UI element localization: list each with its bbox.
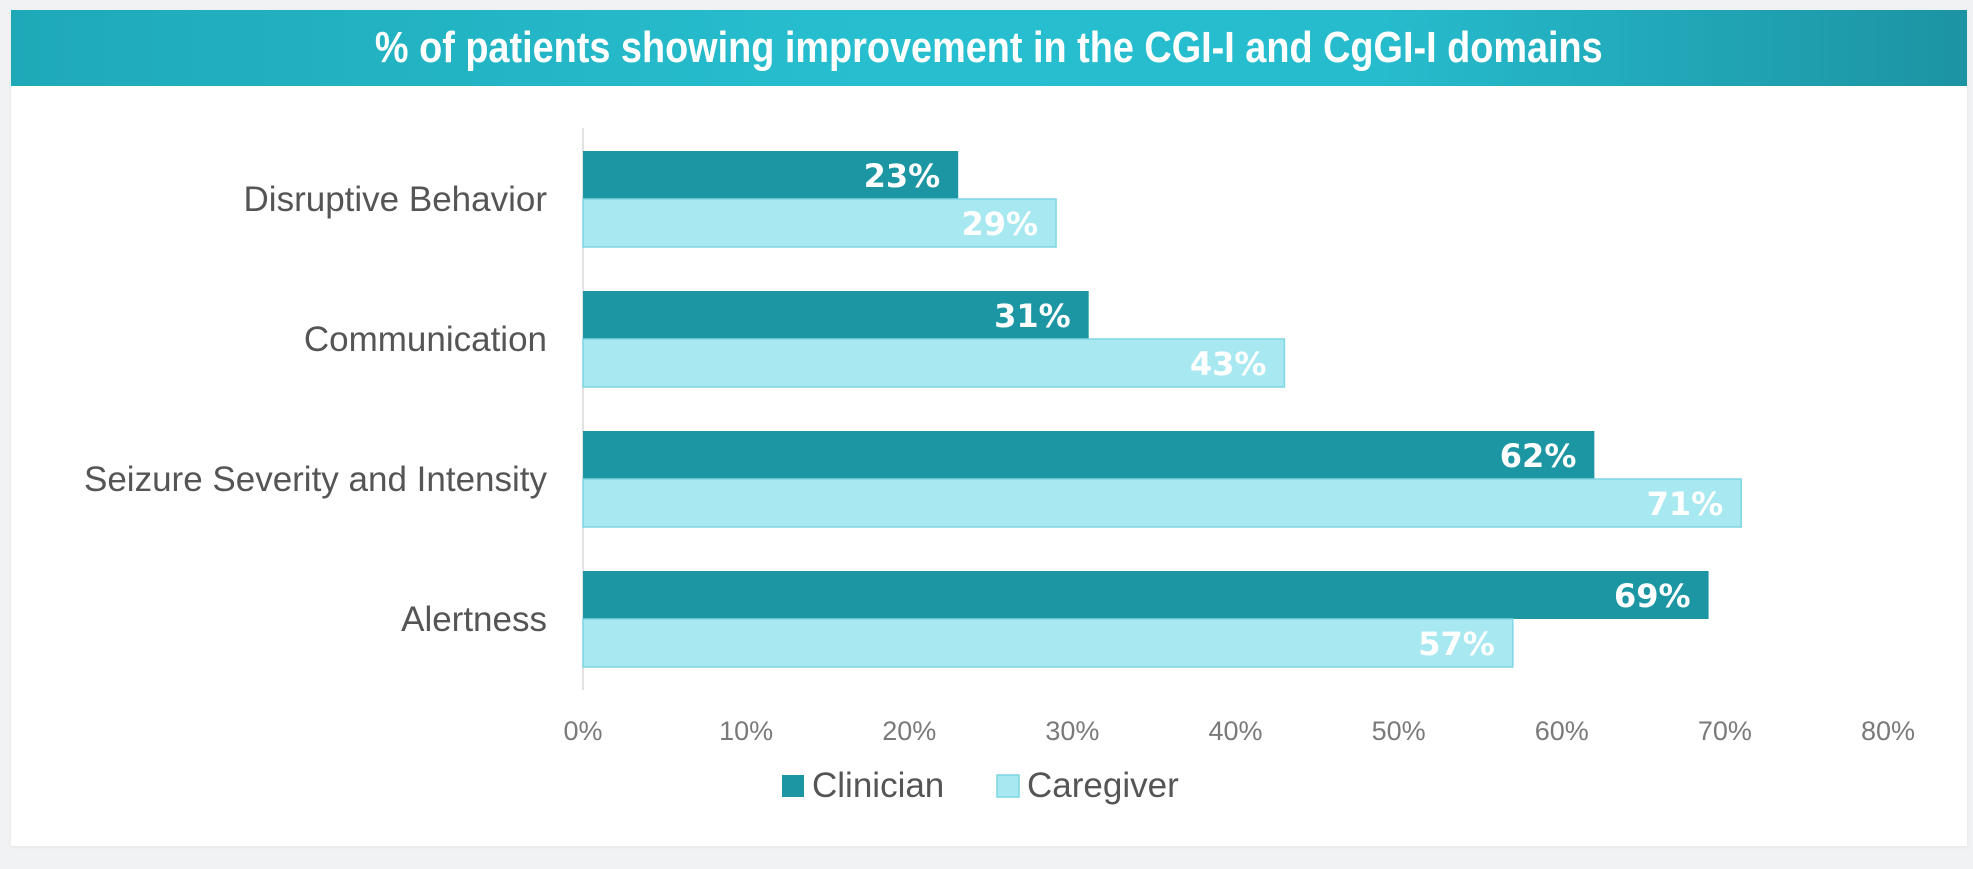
bar-caregiver-communication xyxy=(582,338,1286,388)
category-label-disruptive-behavior: Disruptive Behavior xyxy=(244,180,548,219)
bar-caregiver-alertness xyxy=(582,618,1514,668)
data-label-caregiver-seizure-severity-and-intensity: 71% xyxy=(1647,485,1724,523)
bar-clinician-alertness xyxy=(583,571,1709,619)
x-tick-label: 10% xyxy=(719,716,773,746)
data-label-clinician-communication: 31% xyxy=(994,297,1071,335)
data-label-caregiver-communication: 43% xyxy=(1190,345,1267,383)
x-tick-label: 60% xyxy=(1535,716,1589,746)
data-label-clinician-alertness: 69% xyxy=(1614,577,1691,615)
x-tick-label: 50% xyxy=(1372,716,1426,746)
legend-swatch-clinician xyxy=(782,775,804,797)
legend-label-clinician: Clinician xyxy=(812,766,944,805)
x-tick-label: 80% xyxy=(1861,716,1915,746)
chart-title: % of patients showing improvement in the… xyxy=(375,23,1603,72)
title-bar: % of patients showing improvement in the… xyxy=(11,10,1967,86)
bar-caregiver-disruptive-behavior xyxy=(582,198,1057,248)
bar-clinician-communication xyxy=(583,291,1089,339)
x-tick-label: 30% xyxy=(1045,716,1099,746)
x-tick-label: 40% xyxy=(1208,716,1262,746)
bar-clinician-seizure-severity-and-intensity xyxy=(583,431,1595,479)
data-label-clinician-disruptive-behavior: 23% xyxy=(864,157,941,195)
data-label-caregiver-disruptive-behavior: 29% xyxy=(961,205,1038,243)
bar-clinician-disruptive-behavior xyxy=(583,151,959,199)
x-tick-label: 0% xyxy=(563,716,602,746)
data-label-clinician-seizure-severity-and-intensity: 62% xyxy=(1500,437,1577,475)
legend-swatch-caregiver xyxy=(996,774,1020,798)
category-label-communication: Communication xyxy=(304,320,547,359)
x-tick-label: 20% xyxy=(882,716,936,746)
data-label-caregiver-alertness: 57% xyxy=(1418,625,1495,663)
category-label-alertness: Alertness xyxy=(401,600,547,639)
x-tick-label: 70% xyxy=(1698,716,1752,746)
bar-caregiver-seizure-severity-and-intensity xyxy=(582,478,1742,528)
legend-label-caregiver: Caregiver xyxy=(1027,766,1179,805)
category-label-seizure-severity-and-intensity: Seizure Severity and Intensity xyxy=(84,460,548,499)
chart-card: % of patients showing improvement in the… xyxy=(11,10,1967,846)
